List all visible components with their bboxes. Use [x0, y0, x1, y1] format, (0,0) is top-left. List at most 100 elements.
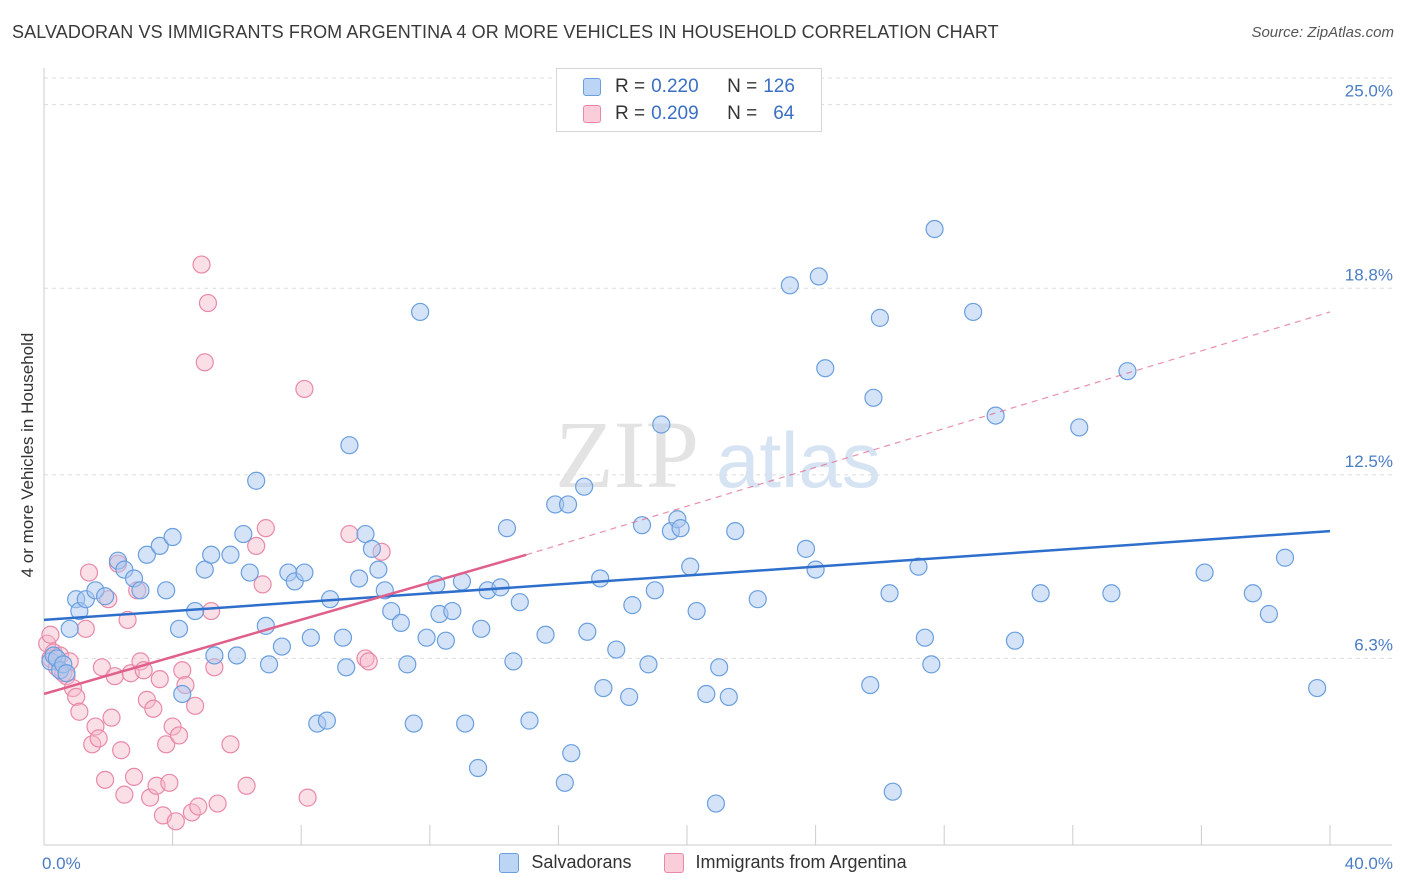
legend-item-salvadorans[interactable]: Salvadorans — [499, 852, 632, 873]
x-tick-label-min: 0.0% — [42, 854, 81, 873]
salvadorans-point — [436, 631, 455, 650]
salvadorans-point — [697, 684, 716, 704]
argentina-point — [173, 661, 192, 680]
salvadorans-point — [806, 560, 825, 579]
salvadorans-point — [1102, 584, 1121, 603]
salvadorans-point — [748, 590, 767, 609]
argentina-point — [112, 741, 131, 760]
legend-label-salvadorans: Salvadorans — [531, 852, 632, 872]
salvadorans-point — [57, 664, 76, 683]
salvadorans-point — [157, 581, 176, 600]
argentina-point — [70, 702, 89, 721]
argentina-point — [137, 690, 156, 709]
salvadorans-point — [710, 658, 729, 677]
salvadorans-point — [880, 584, 899, 603]
salvadorans-point — [1243, 584, 1262, 603]
salvadorans-point — [909, 557, 928, 576]
salvadorans-point — [163, 527, 182, 547]
legend-swatch-pink — [663, 852, 684, 873]
argentina-point — [256, 519, 275, 538]
argentina-point — [221, 735, 240, 754]
salvadorans-point — [780, 276, 799, 295]
argentina-point — [160, 773, 179, 792]
salvadorans-point — [578, 622, 597, 641]
salvadorans-point — [411, 302, 430, 322]
salvadorans-point — [883, 782, 902, 801]
argentina-point — [189, 797, 208, 816]
salvadorans-point — [816, 359, 835, 378]
salvadorans-point — [575, 477, 594, 496]
salvadorans-point — [632, 516, 652, 535]
y-tick-label: 6.3% — [1354, 635, 1393, 654]
salvadorans-point — [234, 524, 253, 544]
salvadorans-point — [562, 744, 581, 763]
salvadorans-point — [864, 388, 883, 407]
salvadorans-point — [295, 563, 314, 582]
salvadorans-point — [398, 655, 417, 674]
salvadorans-point — [809, 267, 828, 286]
legend-n-label: N = — [727, 103, 758, 124]
argentina-point — [359, 652, 378, 671]
source-label: Source: ZipAtlas.com — [1251, 24, 1394, 41]
argentina-point — [253, 575, 272, 594]
salvadorans-point — [247, 471, 266, 490]
y-tick-label: 12.5% — [1345, 452, 1393, 471]
argentina-point — [115, 785, 134, 804]
salvadorans-point — [337, 658, 356, 677]
legend-r-value: 0.209 — [651, 103, 699, 124]
salvadorans-point — [639, 655, 658, 674]
argentina-point — [247, 536, 266, 555]
salvadorans-point — [169, 619, 189, 638]
salvadorans-point — [227, 646, 246, 665]
x-tick-label-max: 40.0% — [1345, 854, 1393, 873]
argentina-point — [163, 717, 182, 736]
series-salvadorans-points — [41, 219, 1327, 813]
legend-swatch-blue — [583, 78, 601, 96]
legend-swatch-pink — [583, 105, 601, 123]
salvadorans-point — [340, 436, 359, 455]
watermark-atlas: atlas — [716, 416, 881, 504]
legend-row-salvadorans: R = 0.220 N = 126 — [583, 75, 795, 99]
argentina-point — [150, 670, 169, 689]
salvadorans-point — [240, 563, 259, 582]
salvadorans-point — [623, 596, 642, 615]
salvadorans-point — [607, 640, 626, 659]
argentina-point — [202, 601, 221, 621]
salvadorans-point — [558, 495, 578, 514]
salvadorans-point — [382, 601, 401, 621]
legend-item-argentina[interactable]: Immigrants from Argentina — [663, 852, 907, 873]
salvadorans-point — [870, 308, 890, 327]
argentina-point — [76, 619, 95, 638]
salvadorans-point — [202, 545, 221, 564]
salvadorans-point — [861, 675, 880, 695]
salvadorans-point — [1005, 631, 1025, 650]
salvadorans-point — [1070, 418, 1089, 437]
argentina-point — [169, 726, 189, 745]
argentina-point — [124, 767, 144, 786]
argentina-point — [86, 717, 105, 736]
argentina-trend-extension — [526, 311, 1331, 556]
legend-row-argentina: R = 0.209 N = 64 — [583, 102, 794, 126]
salvadorans-point — [221, 545, 240, 564]
argentina-point — [166, 812, 185, 831]
salvadorans-point — [726, 521, 745, 541]
legend-r-label: R = — [615, 103, 646, 124]
argentina-point — [295, 379, 314, 399]
salvadorans-point — [687, 601, 706, 621]
salvadorans-point — [1031, 584, 1050, 603]
watermark-zip: ZIP — [555, 401, 699, 508]
salvadorans-point — [60, 619, 79, 638]
argentina-point — [186, 696, 205, 715]
argentina-point — [67, 687, 86, 707]
legend-n-value: 64 — [773, 103, 795, 124]
argentina-point — [41, 625, 60, 644]
salvadorans-point — [362, 539, 382, 558]
salvadorans-point — [1308, 678, 1327, 698]
salvadorans-point — [555, 773, 574, 792]
legend-r-label: R = — [615, 76, 646, 97]
series-legend: Salvadorans Immigrants from Argentina — [0, 852, 1406, 873]
salvadorans-point — [645, 581, 664, 600]
salvadorans-point — [620, 687, 639, 707]
legend-n-label: N = — [727, 76, 758, 97]
